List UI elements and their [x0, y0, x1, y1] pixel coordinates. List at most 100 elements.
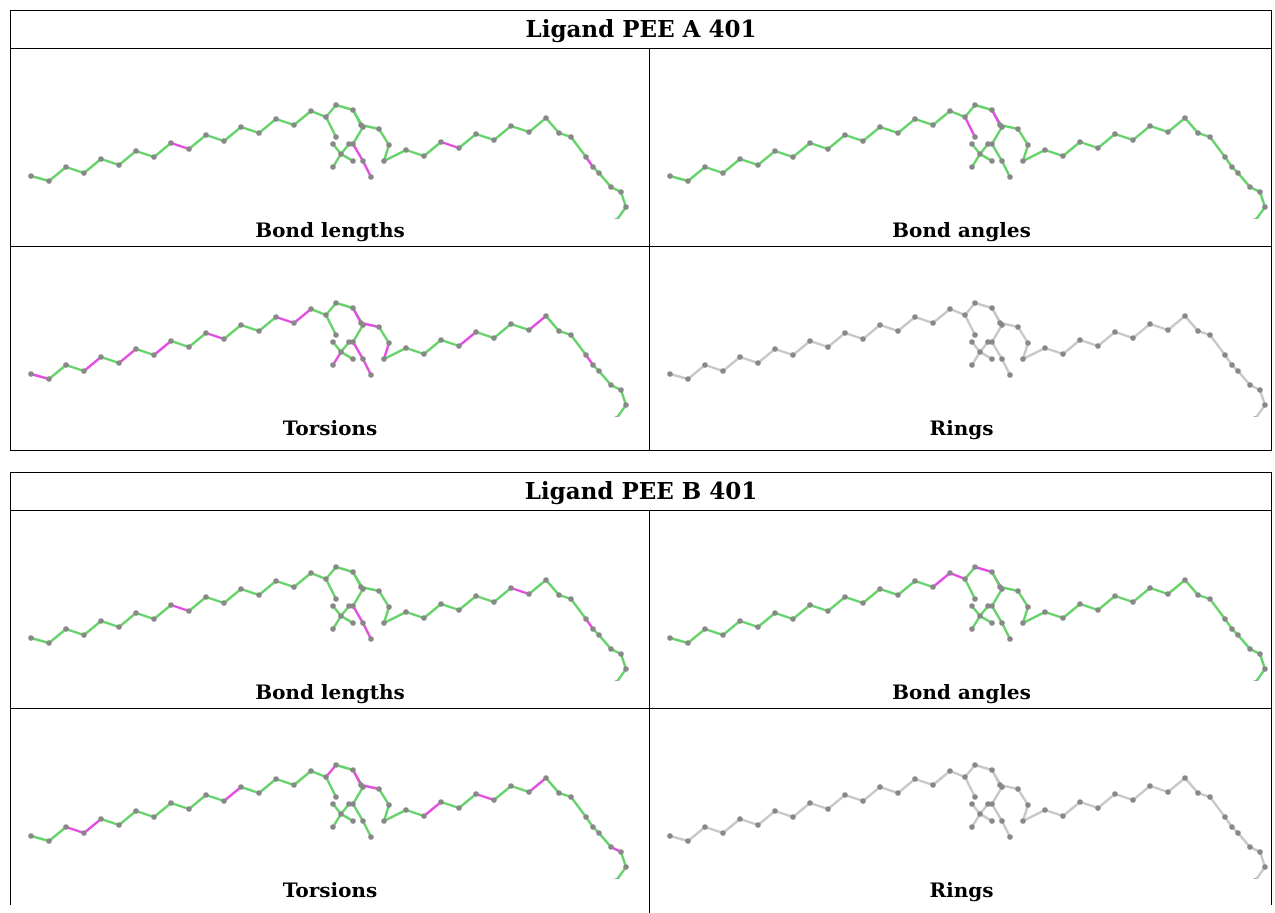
atom — [360, 158, 366, 164]
bond-ok — [597, 633, 613, 651]
bond-grey — [703, 825, 725, 835]
atom — [350, 801, 356, 807]
bond-ok — [204, 793, 226, 803]
atom — [508, 783, 514, 789]
atom — [1253, 218, 1257, 219]
atom — [912, 116, 918, 122]
atom — [456, 145, 462, 151]
bond-ok — [404, 346, 426, 356]
atom — [376, 786, 382, 792]
atom — [333, 102, 339, 108]
atom — [333, 300, 339, 306]
atom — [350, 569, 356, 575]
atom — [947, 108, 953, 114]
bond-ok — [474, 594, 496, 604]
atom — [985, 141, 991, 147]
bond-ok — [773, 611, 795, 621]
atom — [1060, 351, 1066, 357]
atom — [618, 849, 624, 855]
bond-ok — [826, 133, 847, 151]
table-title: Ligand PEE B 401 — [11, 473, 1271, 511]
bond-ok — [1166, 578, 1187, 596]
atom — [491, 137, 497, 143]
bond-ok — [1000, 621, 1012, 641]
atom — [702, 164, 708, 170]
bond-ok — [29, 636, 51, 645]
atom — [203, 132, 209, 138]
atom — [985, 603, 991, 609]
atom — [1182, 115, 1188, 121]
atom — [63, 824, 69, 830]
bond-ok — [134, 347, 156, 357]
bond-ok — [292, 571, 313, 589]
atom — [368, 372, 374, 378]
atom — [526, 789, 532, 795]
atom — [256, 328, 262, 334]
atom — [81, 170, 87, 176]
panel-rings: Rings — [650, 709, 1273, 906]
bond-ok — [64, 165, 86, 175]
bond-grey — [990, 306, 1002, 325]
molecule-diagram — [28, 564, 629, 681]
atom — [860, 600, 866, 606]
bond-grey — [1096, 330, 1117, 348]
bond-ok — [274, 579, 296, 589]
bond-ok — [1236, 633, 1252, 651]
bond-ok — [47, 165, 68, 183]
atom — [608, 646, 614, 652]
atom — [969, 141, 975, 147]
atom — [338, 349, 344, 355]
atom — [1042, 807, 1048, 813]
atom — [323, 774, 329, 780]
bond-grey — [1016, 325, 1030, 345]
bond-ok — [117, 611, 138, 629]
bond-outlier — [422, 800, 443, 818]
bond-ok — [808, 141, 830, 151]
bond-ok — [334, 301, 355, 310]
atom — [386, 142, 392, 148]
atom — [999, 818, 1005, 824]
bond-grey — [1000, 819, 1012, 839]
atom — [526, 129, 532, 135]
bond-outlier — [963, 115, 977, 139]
atom — [308, 108, 314, 114]
row-divider — [11, 708, 1271, 709]
atom — [526, 591, 532, 597]
atom — [151, 814, 157, 820]
atom — [238, 586, 244, 592]
bond-ok — [324, 775, 338, 799]
atom — [720, 170, 726, 176]
bond-ok — [808, 603, 830, 613]
atom — [1253, 416, 1257, 417]
atom — [1229, 626, 1235, 632]
atom — [508, 321, 514, 327]
bond-grey — [1236, 369, 1252, 387]
atom — [1222, 352, 1228, 358]
bond-ok — [351, 802, 365, 823]
bond-outlier — [973, 565, 994, 574]
bond-ok — [1208, 597, 1227, 621]
atom — [1247, 184, 1253, 190]
atom — [989, 141, 995, 147]
bond-outlier — [64, 825, 86, 835]
atom — [969, 801, 975, 807]
atom — [969, 824, 975, 830]
molecule-diagram — [28, 102, 629, 219]
bond-ok — [509, 322, 531, 332]
bond-ok — [843, 595, 865, 605]
atom — [999, 356, 1005, 362]
bond-grey — [668, 372, 690, 381]
bond-grey — [990, 785, 1004, 806]
bond-ok — [117, 149, 138, 167]
atom — [46, 640, 52, 646]
bond-grey — [878, 785, 900, 795]
atom — [256, 130, 262, 136]
bond-outlier — [351, 142, 365, 163]
atom — [1147, 783, 1153, 789]
ligand-table-1: Ligand PEE A 401 Bond lengths Bond angle… — [10, 10, 1272, 451]
bond-ok — [1131, 586, 1152, 604]
bond-outlier — [274, 315, 296, 325]
atom — [962, 774, 968, 780]
bond-ok — [99, 619, 121, 629]
atom — [720, 830, 726, 836]
